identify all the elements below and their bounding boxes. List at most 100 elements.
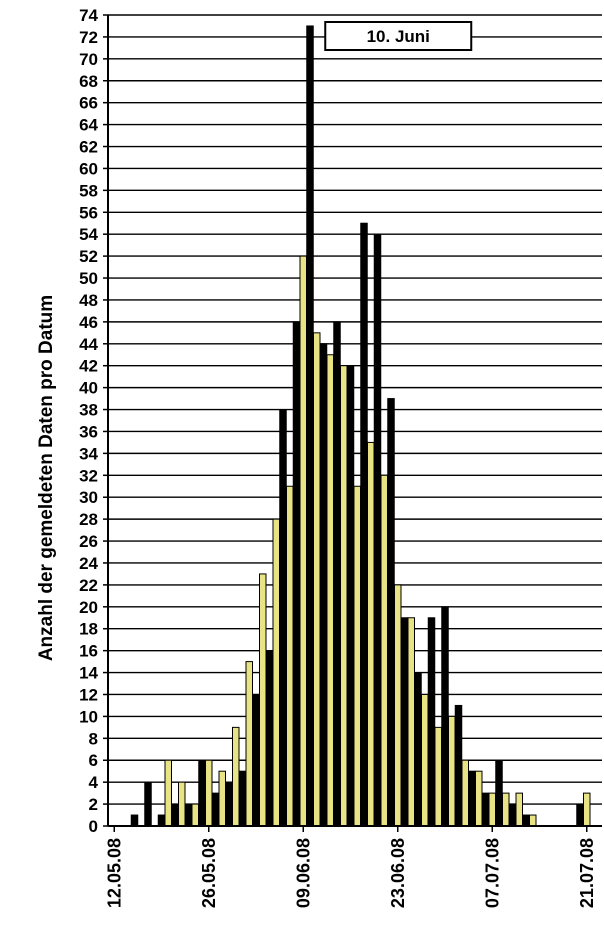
bar	[306, 25, 314, 827]
y-tick-label: 66	[79, 94, 98, 113]
y-tick-label: 20	[79, 598, 98, 617]
y-tick-label: 36	[79, 422, 98, 441]
bar	[144, 781, 152, 827]
bar	[427, 617, 436, 827]
bar	[265, 650, 274, 827]
bar	[583, 792, 591, 827]
y-tick-label: 62	[79, 138, 98, 157]
x-tick-label: 07.07.08	[482, 838, 502, 908]
bar	[164, 759, 172, 827]
bar	[245, 661, 253, 827]
bar	[475, 770, 483, 827]
y-tick-label: 52	[79, 247, 98, 266]
bar	[373, 233, 382, 827]
y-tick-label: 38	[79, 401, 98, 420]
bar	[468, 770, 476, 827]
y-tick-label: 34	[79, 444, 98, 463]
y-tick-label: 54	[79, 225, 98, 244]
x-tick-label: 26.05.08	[199, 838, 219, 908]
y-tick-label: 18	[79, 620, 98, 639]
y-tick-label: 74	[79, 6, 98, 25]
y-tick-label: 60	[79, 159, 98, 178]
bar	[434, 726, 442, 827]
bar	[313, 332, 321, 827]
annotation-label: 10. Juni	[367, 27, 430, 46]
x-tick-label: 23.06.08	[388, 838, 408, 908]
bar	[198, 759, 206, 827]
bar	[292, 321, 301, 827]
bar	[495, 759, 503, 827]
bar	[272, 518, 280, 827]
y-tick-label: 72	[79, 28, 98, 47]
bar	[286, 485, 294, 827]
y-tick-label: 24	[79, 554, 98, 573]
y-tick-label: 44	[79, 335, 98, 354]
bar	[171, 803, 179, 827]
y-tick-label: 46	[79, 313, 98, 332]
x-tick-label: 09.06.08	[293, 838, 313, 908]
y-tick-label: 8	[89, 729, 98, 748]
y-tick-labels: 0246810121416182022242628303234363840424…	[79, 6, 98, 836]
y-tick-label: 4	[89, 773, 99, 792]
y-tick-label: 64	[79, 116, 98, 135]
x-tick-label: 21.07.08	[577, 838, 597, 908]
bar	[508, 803, 517, 827]
bar	[461, 759, 469, 827]
bar	[407, 617, 415, 827]
y-tick-label: 70	[79, 50, 98, 69]
y-tick-label: 68	[79, 72, 98, 91]
bar	[232, 726, 240, 827]
y-tick-label: 0	[89, 817, 98, 836]
y-tick-label: 6	[89, 751, 98, 770]
y-tick-label: 12	[79, 685, 98, 704]
y-tick-label: 30	[79, 488, 98, 507]
y-tick-label: 56	[79, 203, 98, 222]
bar	[421, 693, 429, 827]
bar	[130, 814, 139, 827]
bar	[319, 343, 328, 827]
axes	[107, 15, 602, 827]
bar	[326, 354, 334, 827]
bar	[346, 365, 355, 827]
bar	[157, 814, 166, 827]
bar	[360, 222, 368, 827]
y-tick-label: 50	[79, 269, 98, 288]
bar	[529, 814, 537, 827]
x-tick-labels: 12.05.08 26.05.08 09.06.08 23.06.08 07.07.08…	[104, 826, 597, 908]
y-tick-label: 48	[79, 291, 98, 310]
bar	[387, 398, 395, 827]
bar	[367, 441, 375, 827]
bar	[205, 759, 213, 827]
y-tick-label: 28	[79, 510, 98, 529]
bar	[299, 255, 307, 827]
bar	[522, 814, 530, 827]
bar	[238, 770, 247, 827]
y-tick-label: 14	[79, 664, 98, 683]
bar	[184, 803, 193, 827]
bar	[576, 803, 584, 827]
y-tick-label: 10	[79, 707, 98, 726]
bar	[515, 792, 523, 827]
x-tick-label: 12.05.08	[104, 838, 124, 908]
bar	[340, 365, 348, 827]
bar	[353, 485, 361, 827]
bar	[279, 409, 287, 827]
bar	[394, 584, 402, 827]
bar	[454, 704, 463, 827]
bar	[448, 715, 456, 827]
bar	[441, 606, 449, 827]
y-axis-label: Anzahl der gemeldeten Daten pro Datum	[36, 295, 57, 661]
bar	[178, 781, 186, 827]
y-tick-label: 42	[79, 357, 98, 376]
bar	[225, 781, 233, 827]
bar	[259, 573, 267, 827]
y-tick-label: 32	[79, 466, 98, 485]
bar	[252, 693, 260, 827]
bar	[414, 672, 422, 827]
bar	[218, 770, 226, 827]
bar	[211, 792, 220, 827]
annotation-box: 10. Juni	[324, 21, 473, 51]
bar	[502, 792, 510, 827]
bar	[488, 792, 496, 827]
